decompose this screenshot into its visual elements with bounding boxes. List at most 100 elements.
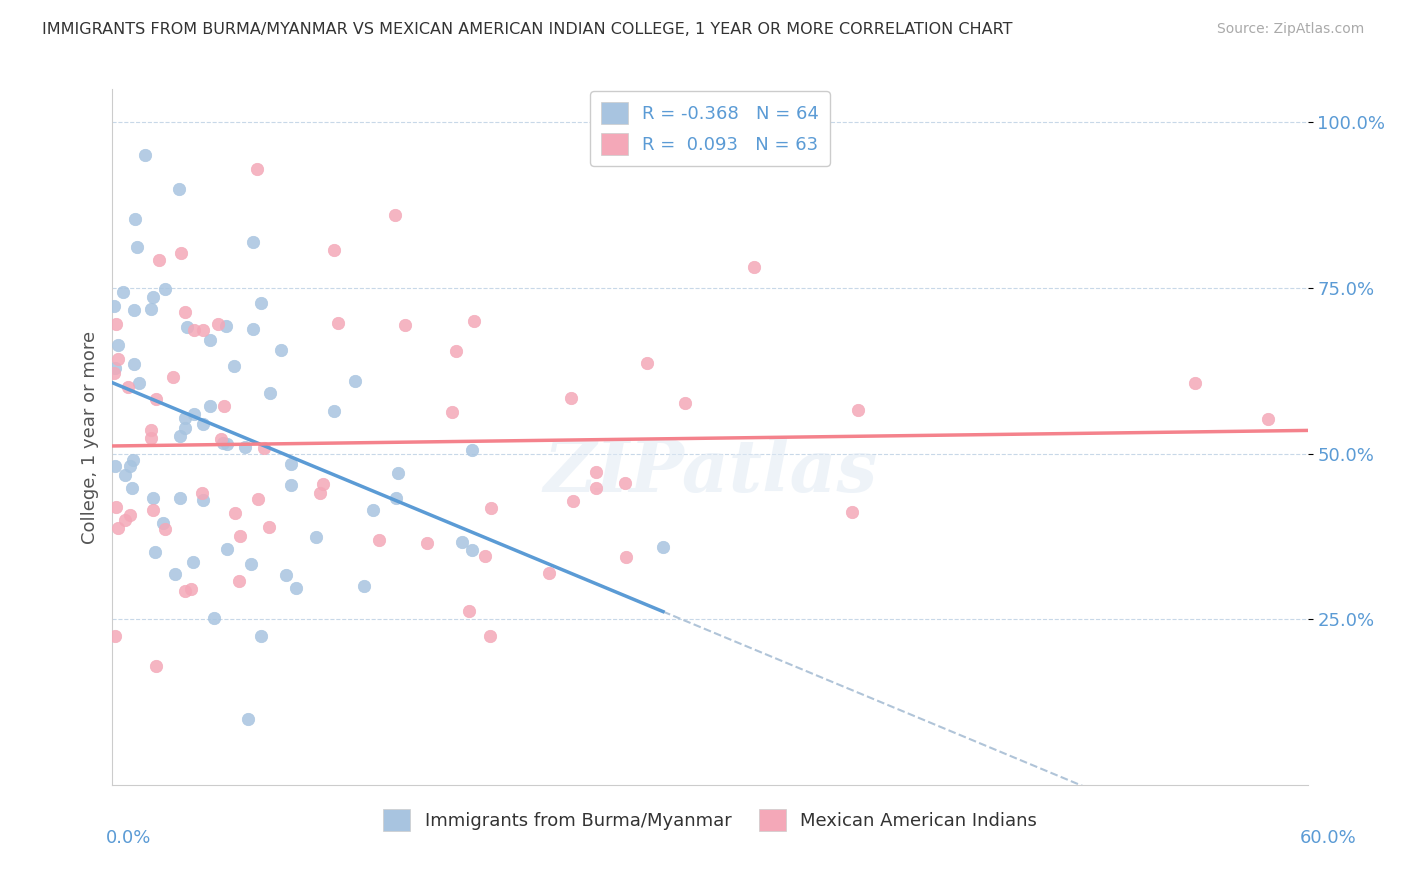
Point	[198, 334, 221, 348]
Point	[127, 240, 149, 254]
Point	[207, 317, 229, 331]
Y-axis label: College, 1 year or more: College, 1 year or more	[80, 331, 98, 543]
Point	[614, 550, 637, 565]
Point	[384, 491, 406, 505]
Point	[141, 423, 163, 437]
Point	[183, 408, 205, 422]
Point	[562, 493, 585, 508]
Point	[322, 404, 344, 418]
Point	[107, 352, 129, 367]
Point	[585, 482, 607, 496]
Point	[121, 453, 143, 467]
Legend: Immigrants from Burma/Myanmar, Mexican American Indians: Immigrants from Burma/Myanmar, Mexican A…	[375, 802, 1045, 838]
Point	[308, 485, 330, 500]
Point	[122, 302, 145, 317]
Point	[247, 492, 270, 507]
Point	[142, 290, 165, 304]
Point	[181, 555, 204, 569]
Point	[1184, 376, 1206, 390]
Point	[270, 343, 292, 357]
Point	[176, 319, 198, 334]
Point	[169, 491, 191, 505]
Point	[460, 542, 482, 557]
Point	[652, 541, 675, 555]
Point	[180, 582, 202, 596]
Point	[246, 161, 269, 176]
Point	[114, 513, 136, 527]
Point	[673, 395, 696, 409]
Point	[222, 359, 245, 373]
Point	[367, 533, 389, 547]
Point	[191, 323, 214, 337]
Point	[152, 516, 174, 530]
Point	[124, 357, 146, 371]
Point	[585, 465, 607, 479]
Point	[145, 658, 167, 673]
Point	[174, 583, 197, 598]
Point	[183, 323, 205, 337]
Point	[104, 629, 127, 643]
Point	[170, 245, 193, 260]
Point	[841, 505, 863, 519]
Point	[242, 322, 264, 336]
Point	[153, 281, 176, 295]
Point	[134, 148, 156, 162]
Point	[361, 502, 384, 516]
Point	[104, 361, 127, 376]
Point	[174, 411, 197, 425]
Point	[103, 299, 125, 313]
Point	[202, 611, 225, 625]
Point	[242, 235, 264, 249]
Point	[441, 404, 464, 418]
Point	[238, 712, 260, 726]
Point	[212, 436, 235, 450]
Text: 0.0%: 0.0%	[105, 829, 150, 847]
Point	[214, 399, 236, 413]
Point	[198, 400, 221, 414]
Point	[118, 508, 141, 522]
Point	[215, 541, 238, 556]
Point	[209, 432, 232, 446]
Point	[174, 305, 197, 319]
Point	[191, 417, 214, 431]
Point	[457, 604, 479, 618]
Point	[742, 260, 765, 275]
Point	[103, 366, 125, 380]
Point	[128, 376, 150, 390]
Point	[124, 212, 146, 227]
Point	[479, 500, 502, 515]
Point	[312, 477, 335, 491]
Point	[259, 386, 281, 401]
Point	[274, 567, 297, 582]
Point	[387, 466, 409, 480]
Point	[451, 534, 474, 549]
Point	[139, 302, 162, 317]
Point	[444, 344, 467, 359]
Point	[326, 316, 349, 330]
Point	[249, 630, 271, 644]
Point	[163, 567, 186, 582]
Point	[148, 253, 170, 268]
Point	[239, 557, 262, 571]
Point	[139, 431, 162, 445]
Point	[167, 182, 190, 196]
Point	[224, 506, 246, 520]
Point	[107, 338, 129, 352]
Point	[479, 629, 502, 643]
Point	[461, 442, 484, 457]
Text: 60.0%: 60.0%	[1301, 829, 1357, 847]
Point	[613, 475, 636, 490]
Point	[463, 314, 485, 328]
Point	[416, 535, 439, 549]
Text: ZIPatlas: ZIPatlas	[543, 436, 877, 508]
Point	[284, 581, 307, 595]
Point	[118, 458, 141, 473]
Point	[228, 574, 250, 588]
Point	[250, 296, 273, 310]
Point	[537, 566, 560, 581]
Point	[104, 459, 127, 474]
Point	[280, 478, 302, 492]
Point	[173, 421, 195, 435]
Point	[846, 402, 869, 417]
Point	[114, 467, 136, 482]
